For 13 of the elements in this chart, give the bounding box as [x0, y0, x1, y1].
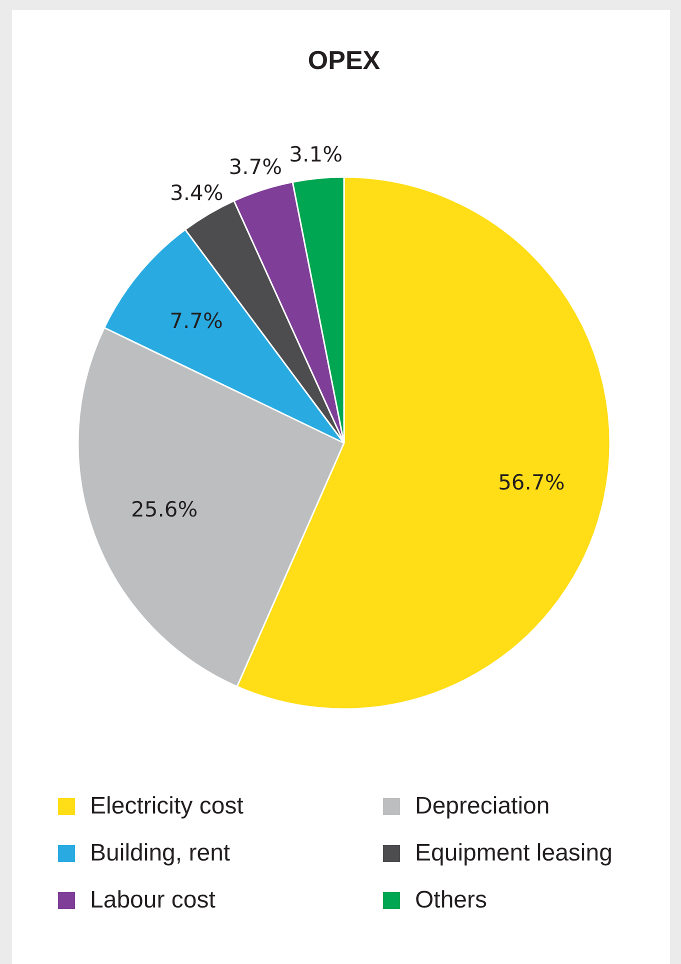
legend-label: Equipment leasing: [415, 840, 612, 866]
data-label: 25.6%: [131, 497, 198, 522]
data-label: 3.1%: [289, 142, 343, 166]
data-label: 3.7%: [228, 154, 282, 179]
legend-label: Depreciation: [415, 792, 550, 820]
data-label: 7.7%: [170, 309, 223, 334]
legend-label: Electricity cost: [90, 792, 244, 820]
chart-title: OPEX: [308, 45, 381, 75]
data-label: 3.4%: [170, 181, 224, 206]
legend-label: Labour cost: [90, 886, 216, 914]
legend-label: Others: [415, 886, 488, 914]
data-label: 56.7%: [498, 470, 565, 494]
legend-label: Building, rent: [90, 840, 230, 866]
